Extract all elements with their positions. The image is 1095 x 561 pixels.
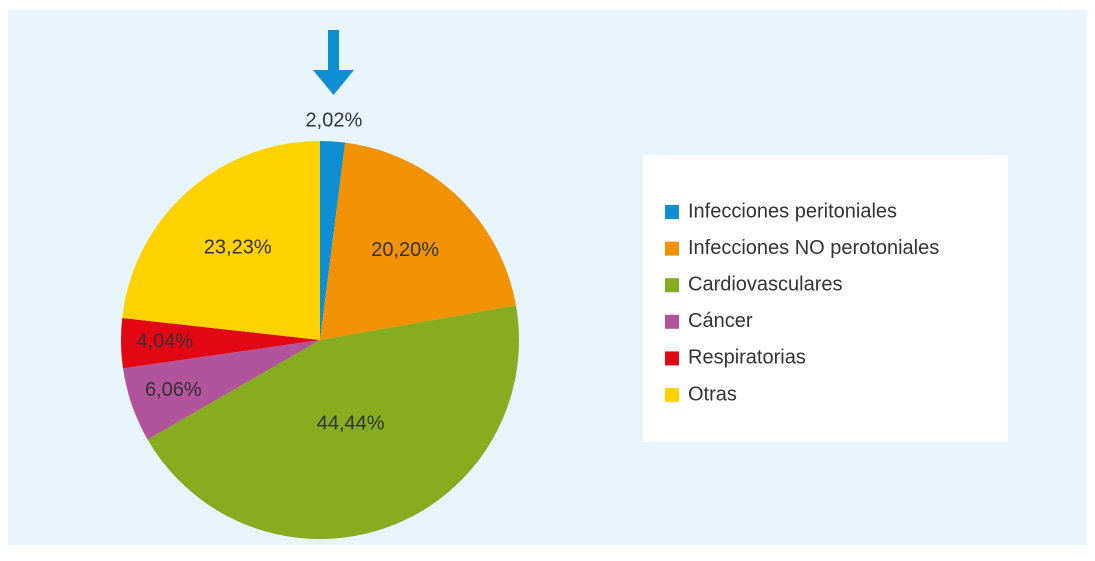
legend-box [643,155,1008,442]
slice-label: 6,06% [145,379,202,401]
pie-slice [122,141,321,340]
slice-label: 44,44% [317,412,385,434]
legend-label: Infecciones NO perotoniales [688,237,939,259]
slice-label: 4,04% [136,331,193,353]
pie-slice [320,141,346,340]
slice-label: 20,20% [371,239,439,261]
legend-swatch [665,205,679,219]
legend-label: Cardiovasculares [688,273,843,295]
pie-slice [120,317,320,369]
legend-swatch [665,388,679,402]
legend-label: Infecciones peritoniales [688,200,897,222]
pie-slice [123,340,320,440]
pie-slice [147,305,519,539]
arrow [313,30,354,95]
legend-swatch [665,241,679,256]
legend-swatch [665,278,679,293]
legend-swatch [665,351,679,366]
pie-slice [320,142,516,340]
slice-label: 23,23% [204,236,272,258]
legend-swatch [665,314,679,329]
legend-label: Respiratorias [688,347,806,369]
legend-label: Otras [688,383,737,405]
slice-label: 2,02% [306,110,363,132]
legend-label: Cáncer [688,310,753,332]
